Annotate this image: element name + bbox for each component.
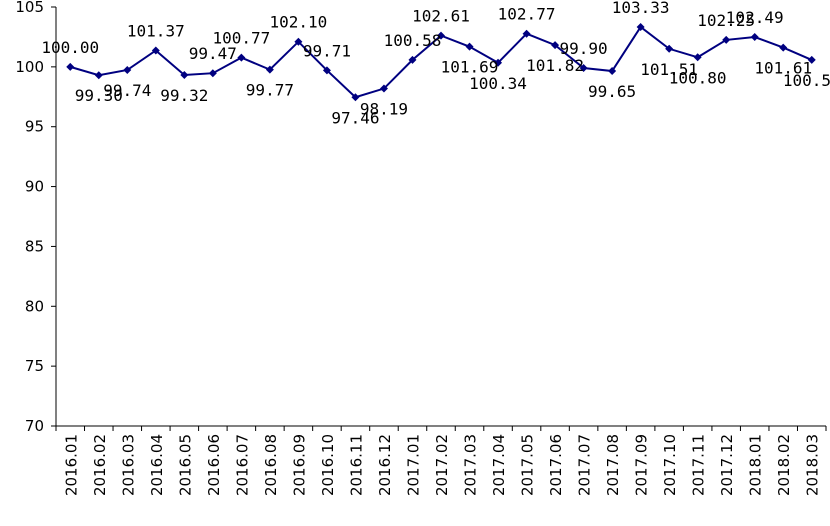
data-point: [66, 62, 75, 71]
x-tick-label: 2017.08: [604, 434, 622, 496]
x-tick-label: 2016.08: [262, 434, 280, 496]
x-tick-label: 2016.09: [290, 434, 308, 496]
x-tick-label: 2017.02: [433, 434, 451, 496]
x-tick-label: 2018.03: [804, 434, 822, 496]
x-tick-label: 2017.12: [718, 434, 736, 496]
data-point: [379, 84, 388, 93]
x-tick-label: 2016.05: [176, 434, 194, 496]
data-label: 100.80: [669, 68, 727, 87]
data-point: [94, 71, 103, 80]
data-label: 101.61: [754, 59, 812, 78]
data-point: [322, 66, 331, 75]
x-tick-label: 2016.12: [376, 434, 394, 496]
y-tick-label: 105: [15, 0, 44, 16]
data-label: 100.58: [384, 31, 442, 50]
data-point: [522, 29, 531, 38]
data-label: 101.82: [526, 56, 584, 75]
x-tick-label: 2017.10: [661, 434, 679, 496]
y-tick-label: 95: [25, 118, 44, 136]
data-label: 99.65: [588, 82, 636, 101]
data-label: 99.47: [189, 44, 237, 63]
data-label: 102.61: [412, 7, 470, 26]
data-point: [180, 70, 189, 79]
x-tick-label: 2017.07: [576, 434, 594, 496]
data-label: 102.25: [697, 11, 755, 30]
data-label: 99.77: [246, 81, 294, 100]
data-point: [608, 67, 617, 76]
data-point: [265, 65, 274, 74]
data-point: [551, 41, 560, 50]
data-label: 102.77: [498, 5, 556, 24]
data-point: [494, 58, 503, 67]
data-label: 99.90: [560, 39, 608, 58]
data-label: 101.37: [127, 21, 185, 40]
x-tick-label: 2016.11: [347, 434, 365, 496]
data-label: 101.51: [640, 60, 698, 79]
data-label: 99.74: [103, 81, 151, 100]
data-label: 100.00: [41, 38, 99, 57]
x-tick-label: 2017.05: [519, 434, 537, 496]
data-point: [693, 53, 702, 62]
x-tick-label: 2016.04: [148, 434, 166, 496]
data-label: 102.49: [726, 8, 784, 27]
data-label: 98.19: [360, 100, 408, 119]
data-point: [237, 53, 246, 62]
data-point: [123, 65, 132, 74]
data-point: [779, 43, 788, 52]
data-point: [665, 44, 674, 53]
data-label: 101.69: [441, 58, 499, 77]
x-tick-label: 2017.03: [462, 434, 480, 496]
data-label: 100.34: [469, 74, 527, 93]
y-axis: 70 75 80 85 90 95 100 105: [15, 0, 57, 435]
x-tick-label: 2016.02: [91, 434, 109, 496]
data-label: 97.46: [331, 108, 379, 127]
data-label: 99.71: [303, 41, 351, 60]
y-tick-label: 100: [15, 58, 44, 76]
data-point: [208, 69, 217, 78]
data-point: [465, 42, 474, 51]
data-point: [807, 55, 816, 64]
data-point: [722, 35, 731, 44]
x-tick-label: 2016.07: [233, 434, 251, 496]
data-label: 103.33: [612, 0, 670, 17]
data-point: [408, 55, 417, 64]
x-tick-label: 2016.03: [119, 434, 137, 496]
data-point: [437, 31, 445, 40]
data-label: 99.32: [160, 86, 208, 105]
series-group: [66, 22, 816, 102]
y-tick-label: 85: [25, 237, 44, 255]
x-tick-label: 2017.06: [547, 434, 565, 496]
data-label: 100.77: [212, 29, 270, 48]
x-tick-label: 2017.01: [404, 434, 422, 496]
y-tick-label: 70: [25, 417, 44, 435]
data-label: 102.10: [270, 13, 328, 32]
x-tick-label: 2018.02: [775, 434, 793, 496]
x-axis: 2016.01 2016.02 2016.03 2016.04 2016.05 2016.…: [55, 425, 827, 496]
data-point: [750, 33, 759, 42]
data-point: [636, 22, 645, 31]
data-label: 100.58: [783, 71, 830, 90]
y-tick-label: 75: [25, 357, 44, 375]
x-tick-label: 2018.01: [747, 434, 765, 496]
x-tick-label: 2017.09: [633, 434, 651, 496]
x-tick-label: 2017.04: [490, 434, 508, 496]
x-tick-label: 2016.10: [319, 434, 337, 496]
x-tick-label: 2016.01: [62, 434, 80, 496]
x-tick-label: 2016.06: [205, 434, 223, 496]
data-point: [351, 93, 360, 102]
data-point: [294, 37, 303, 46]
x-tick-label: 2017.11: [690, 434, 708, 496]
data-point: [579, 64, 588, 73]
y-tick-label: 80: [25, 297, 44, 315]
y-tick-label: 90: [25, 178, 44, 196]
data-label: 99.30: [75, 86, 123, 105]
data-point: [151, 46, 160, 55]
